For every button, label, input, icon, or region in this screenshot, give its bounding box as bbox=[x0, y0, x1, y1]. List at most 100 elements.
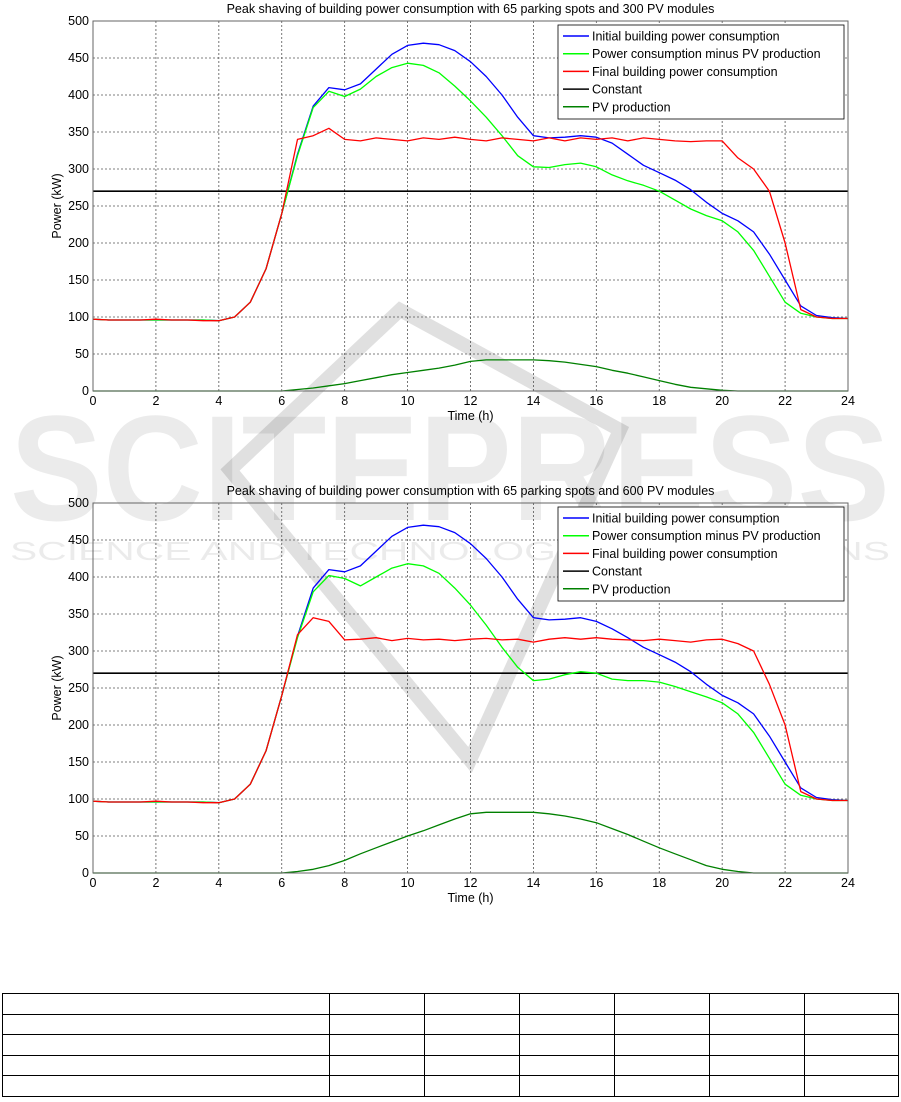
x-tick-label: 0 bbox=[90, 394, 97, 408]
y-tick-label: 450 bbox=[68, 51, 89, 65]
legend-box bbox=[557, 24, 845, 120]
table-cell bbox=[804, 1034, 899, 1056]
legend: Initial building power consumption Power … bbox=[557, 24, 845, 120]
y-tick-label: 50 bbox=[75, 347, 89, 361]
table-cell bbox=[709, 1054, 805, 1076]
x-tick-label: 20 bbox=[715, 394, 729, 408]
table-cell bbox=[804, 1013, 899, 1035]
x-tick-label: 10 bbox=[401, 394, 415, 408]
x-tick-label: 16 bbox=[589, 876, 603, 890]
table-cell bbox=[709, 993, 805, 1015]
series-lines bbox=[92, 524, 849, 874]
table-cell bbox=[424, 1034, 520, 1056]
legend: Initial building power consumption Power … bbox=[557, 506, 845, 602]
y-tick-label: 450 bbox=[68, 533, 89, 547]
table-row bbox=[2, 1034, 899, 1056]
y-tick-label: 200 bbox=[68, 718, 89, 732]
x-tick-label: 22 bbox=[778, 876, 792, 890]
x-ticks: 0 2 4 6 8 10 12 14 16 18 20 22 24 bbox=[90, 876, 855, 890]
y-tick-label: 350 bbox=[68, 607, 89, 621]
table-cell bbox=[614, 1054, 710, 1076]
x-tick-label: 2 bbox=[152, 394, 159, 408]
table-cell bbox=[329, 993, 425, 1015]
legend-label: PV production bbox=[592, 100, 671, 114]
table-cell bbox=[2, 1013, 330, 1035]
y-tick-label: 0 bbox=[82, 384, 89, 398]
x-tick-label: 0 bbox=[90, 876, 97, 890]
x-tick-label: 6 bbox=[278, 394, 285, 408]
y-tick-label: 500 bbox=[68, 14, 89, 28]
x-tick-label: 4 bbox=[215, 876, 222, 890]
legend-label: Constant bbox=[592, 83, 643, 97]
table-cell bbox=[2, 1075, 330, 1097]
table-cell bbox=[2, 1054, 330, 1076]
x-tick-label: 12 bbox=[464, 876, 478, 890]
table-cell bbox=[329, 1054, 425, 1076]
x-tick-label: 8 bbox=[341, 876, 348, 890]
x-tick-label: 4 bbox=[215, 394, 222, 408]
legend-label: Initial building power consumption bbox=[592, 512, 780, 526]
y-ticks: 0 50 100 150 200 250 300 350 400 450 500 bbox=[68, 14, 89, 398]
table-cell bbox=[804, 1075, 899, 1097]
table-cell bbox=[2, 993, 330, 1015]
legend-label: Power consumption minus PV production bbox=[592, 529, 821, 543]
x-tick-label: 8 bbox=[341, 394, 348, 408]
table-cell bbox=[709, 1075, 805, 1097]
y-tick-label: 50 bbox=[75, 829, 89, 843]
x-tick-label: 22 bbox=[778, 394, 792, 408]
y-tick-label: 100 bbox=[68, 310, 89, 324]
table-cell bbox=[424, 1054, 520, 1076]
table-cell bbox=[614, 1034, 710, 1056]
table-cell bbox=[329, 1075, 425, 1097]
table-row bbox=[2, 1075, 899, 1097]
table-cell bbox=[614, 1013, 710, 1035]
series-line-final-building-power-consumption bbox=[92, 127, 848, 322]
x-tick-label: 12 bbox=[464, 394, 478, 408]
table-cell bbox=[519, 1013, 615, 1035]
y-tick-label: 0 bbox=[82, 866, 89, 880]
table-cell bbox=[519, 993, 615, 1015]
x-tick-label: 6 bbox=[278, 876, 285, 890]
x-tick-label: 24 bbox=[841, 394, 855, 408]
chart-600-pv: 0 2 4 6 8 10 12 14 16 18 20 22 24 0 50 100 150 200 250 300… bbox=[0, 482, 901, 952]
x-ticks: 0 2 4 6 8 10 12 14 16 18 20 22 24 bbox=[90, 394, 855, 408]
plot-frame bbox=[92, 20, 849, 392]
y-tick-label: 100 bbox=[68, 792, 89, 806]
table-cell bbox=[709, 1013, 805, 1035]
y-tick-label: 250 bbox=[68, 199, 89, 213]
table-cell bbox=[614, 993, 710, 1015]
x-tick-label: 20 bbox=[715, 876, 729, 890]
y-ticks: 0 50 100 150 200 250 300 350 400 450 500 bbox=[68, 496, 89, 880]
table-cell bbox=[519, 1054, 615, 1076]
x-tick-label: 2 bbox=[152, 876, 159, 890]
table-cell bbox=[804, 993, 899, 1015]
chart-title: Peak shaving of building power consumpti… bbox=[227, 484, 715, 498]
x-tick-label: 24 bbox=[841, 876, 855, 890]
y-tick-label: 200 bbox=[68, 236, 89, 250]
x-tick-label: 18 bbox=[652, 394, 666, 408]
x-tick-label: 18 bbox=[652, 876, 666, 890]
plot-frame bbox=[92, 502, 849, 874]
table-row bbox=[2, 993, 899, 1015]
y-tick-label: 150 bbox=[68, 755, 89, 769]
y-tick-label: 400 bbox=[68, 88, 89, 102]
x-tick-label: 10 bbox=[401, 876, 415, 890]
legend-label: Initial building power consumption bbox=[592, 30, 780, 44]
x-tick-label: 16 bbox=[589, 394, 603, 408]
legend-label: Final building power consumption bbox=[592, 547, 778, 561]
table-cell bbox=[519, 1075, 615, 1097]
legend-label: Constant bbox=[592, 565, 643, 579]
table-cell bbox=[519, 1034, 615, 1056]
y-tick-label: 250 bbox=[68, 681, 89, 695]
x-tick-label: 14 bbox=[526, 394, 540, 408]
x-tick-label: 14 bbox=[526, 876, 540, 890]
empty-table bbox=[2, 993, 899, 1097]
y-tick-label: 400 bbox=[68, 570, 89, 584]
table-cell bbox=[329, 1013, 425, 1035]
table-row bbox=[2, 1054, 899, 1076]
x-axis-label: Time (h) bbox=[447, 891, 493, 905]
legend-label: Final building power consumption bbox=[592, 65, 778, 79]
legend-label: PV production bbox=[592, 582, 671, 596]
y-tick-label: 350 bbox=[68, 125, 89, 139]
table-cell bbox=[424, 993, 520, 1015]
